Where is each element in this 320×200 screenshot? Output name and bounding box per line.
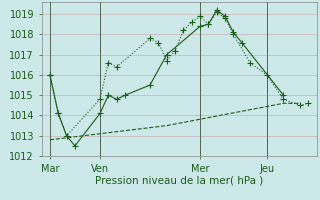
X-axis label: Pression niveau de la mer( hPa ): Pression niveau de la mer( hPa ) (95, 175, 263, 185)
